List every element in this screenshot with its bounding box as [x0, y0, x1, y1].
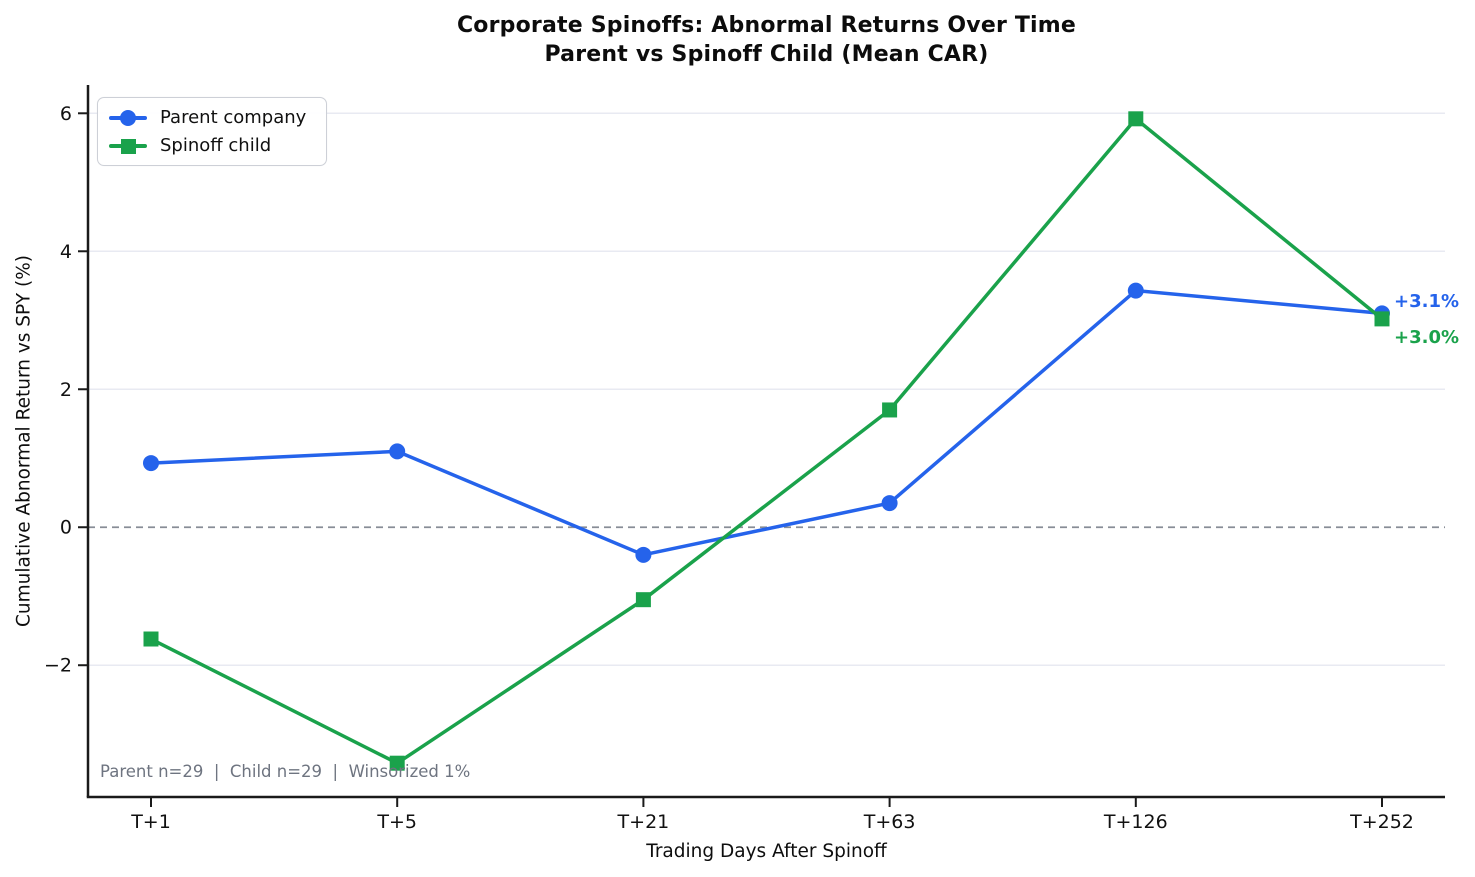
x-tick-label: T+21	[617, 811, 670, 833]
x-axis-title: Trading Days After Spinoff	[646, 841, 887, 862]
data-point-square	[389, 755, 405, 771]
parent-line-marker-swatch	[109, 109, 147, 127]
data-point-square	[1374, 311, 1390, 327]
x-tick-label: T+252	[1349, 811, 1414, 833]
legend-label-child: Spinoff child	[160, 135, 272, 156]
series-line	[149, 117, 1384, 765]
chart-title-line1: Corporate Spinoffs: Abnormal Returns Ove…	[456, 13, 1077, 38]
data-point-circle	[881, 495, 898, 512]
chart-title: Corporate Spinoffs: Abnormal Returns Ove…	[88, 11, 1445, 69]
data-point-square	[143, 631, 159, 647]
data-point-circle	[143, 455, 159, 472]
data-point-square	[635, 592, 651, 608]
legend-label-parent: Parent company	[160, 107, 307, 128]
x-tick-label: T+1	[130, 811, 171, 833]
child-line-marker-swatch	[109, 137, 147, 155]
legend-item-parent: Parent company	[109, 107, 306, 128]
y-tick-label: 0	[60, 517, 72, 539]
chart-title-line2: Parent vs Spinoff Child (Mean CAR)	[544, 42, 989, 67]
data-point-circle	[389, 443, 406, 460]
y-tick-label: −2	[44, 655, 72, 677]
data-point-circle	[635, 546, 652, 563]
parent-circle-marker-icon	[120, 109, 136, 126]
x-tick-label: T+5	[376, 811, 417, 833]
y-tick-label: 4	[60, 241, 72, 263]
end-annotation-parent: +3.1%	[1394, 291, 1460, 312]
data-point-square	[882, 402, 898, 418]
end-annotation-child: +3.0%	[1394, 327, 1460, 348]
x-tick-label: T+63	[863, 811, 916, 833]
data-point-circle	[1127, 282, 1144, 299]
data-point-square	[1128, 111, 1144, 127]
legend-item-child: Spinoff child	[109, 135, 306, 156]
y-axis-title: Cumulative Abnormal Return vs SPY (%)	[13, 255, 35, 627]
series-line	[149, 288, 1384, 557]
footnote: Parent n=29 | Child n=29 | Winsorized 1%	[100, 762, 471, 781]
child-square-marker-icon	[121, 138, 136, 154]
x-tick-label: T+126	[1103, 811, 1168, 833]
y-tick-label: 2	[60, 379, 72, 401]
y-tick-label: 6	[60, 103, 72, 125]
legend: Parent company Spinoff child	[97, 97, 328, 166]
